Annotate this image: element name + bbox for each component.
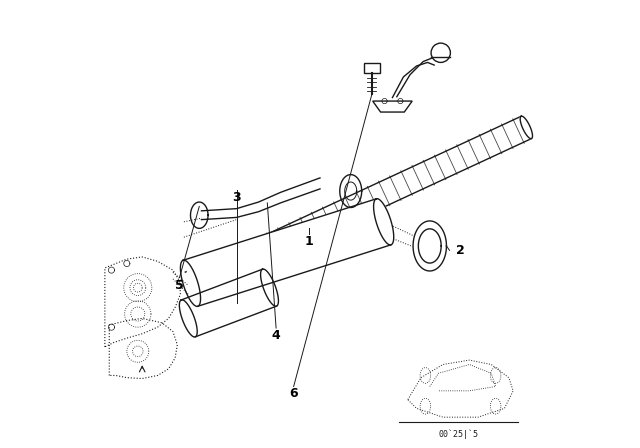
PathPatch shape: [392, 57, 441, 98]
Text: 4: 4: [272, 329, 280, 342]
Bar: [364, 63, 380, 73]
Polygon shape: [374, 199, 394, 245]
Text: 3: 3: [232, 191, 241, 204]
Text: 6: 6: [289, 387, 298, 400]
Polygon shape: [408, 360, 513, 417]
Text: 00`25|`5: 00`25|`5: [438, 430, 478, 439]
Text: 1: 1: [305, 235, 314, 248]
Text: 5: 5: [175, 279, 184, 292]
Polygon shape: [520, 116, 532, 139]
Polygon shape: [105, 257, 180, 347]
Circle shape: [431, 43, 451, 62]
Polygon shape: [181, 269, 276, 337]
Polygon shape: [413, 221, 447, 271]
Polygon shape: [183, 199, 391, 306]
Polygon shape: [372, 101, 412, 112]
Polygon shape: [260, 269, 278, 306]
PathPatch shape: [202, 178, 320, 220]
Polygon shape: [109, 319, 177, 379]
Text: 2: 2: [456, 244, 465, 257]
